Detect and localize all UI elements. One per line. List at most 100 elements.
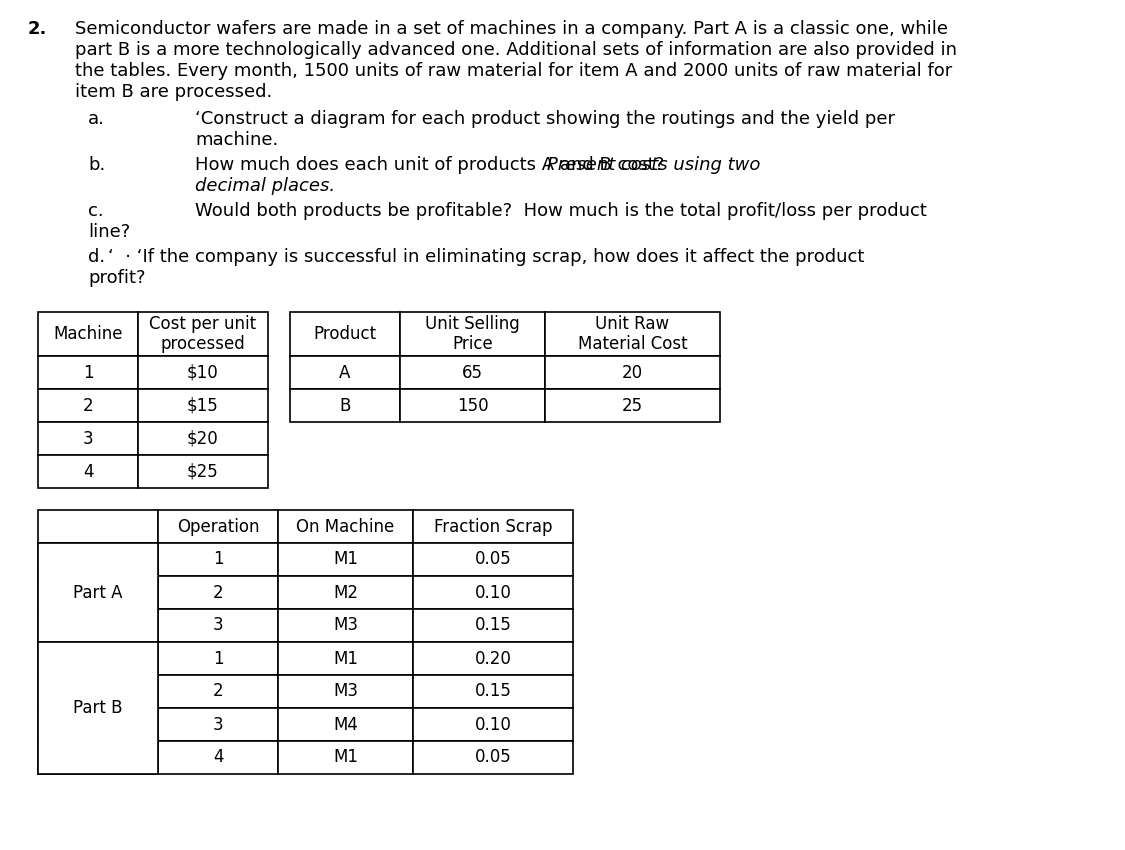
Bar	[400, 356, 544, 389]
Text: On Machine: On Machine	[296, 518, 395, 536]
Text: B: B	[340, 396, 351, 415]
Bar	[158, 576, 278, 609]
Text: c.: c.	[88, 202, 104, 220]
Bar	[413, 609, 573, 642]
Text: 20: 20	[622, 364, 643, 382]
Text: 3: 3	[83, 429, 93, 447]
Bar	[413, 708, 573, 741]
Text: $25: $25	[187, 462, 219, 480]
Text: M4: M4	[333, 716, 358, 734]
Bar	[158, 708, 278, 741]
Text: 3: 3	[213, 716, 223, 734]
Bar	[38, 356, 138, 389]
Text: 0.15: 0.15	[475, 616, 512, 634]
Text: 2: 2	[213, 583, 223, 602]
Text: M1: M1	[333, 551, 358, 569]
Bar	[38, 675, 158, 708]
Text: Fraction Scrap: Fraction Scrap	[434, 518, 552, 536]
Bar	[158, 510, 278, 543]
Text: 4: 4	[83, 462, 93, 480]
Bar	[38, 455, 138, 488]
Bar	[38, 708, 158, 741]
Text: 1: 1	[213, 551, 223, 569]
Bar	[38, 642, 158, 675]
Text: profit?: profit?	[88, 269, 145, 287]
Text: part B is a more technologically advanced one. Additional sets of information ar: part B is a more technologically advance…	[75, 41, 957, 59]
Text: $20: $20	[187, 429, 219, 447]
Text: line?: line?	[88, 223, 130, 241]
Bar	[278, 543, 413, 576]
Text: M3: M3	[333, 683, 358, 700]
Bar	[38, 576, 158, 609]
Bar	[38, 422, 138, 455]
Bar	[278, 708, 413, 741]
Text: 2: 2	[83, 396, 93, 415]
Bar	[138, 422, 268, 455]
Bar	[38, 312, 138, 356]
Text: b.: b.	[88, 156, 106, 174]
Bar	[290, 389, 400, 422]
Bar	[138, 356, 268, 389]
Text: M1: M1	[333, 649, 358, 667]
Bar	[138, 389, 268, 422]
Text: M2: M2	[333, 583, 358, 602]
Text: How much does each unit of products A and B cost?: How much does each unit of products A an…	[195, 156, 670, 174]
Text: 65: 65	[462, 364, 483, 382]
Text: 0.10: 0.10	[475, 716, 512, 734]
Text: A: A	[340, 364, 351, 382]
Bar	[413, 510, 573, 543]
Bar	[278, 576, 413, 609]
Text: 0.20: 0.20	[475, 649, 512, 667]
Bar	[38, 543, 158, 576]
Text: Present costs using two: Present costs using two	[547, 156, 760, 174]
Text: Machine: Machine	[53, 325, 123, 343]
Text: Part B: Part B	[73, 699, 123, 717]
Text: 0.05: 0.05	[475, 749, 512, 767]
Bar	[290, 356, 400, 389]
Text: Cost per unit
processed: Cost per unit processed	[150, 314, 256, 354]
Text: M1: M1	[333, 749, 358, 767]
Bar	[138, 455, 268, 488]
Text: Operation: Operation	[177, 518, 259, 536]
Text: 1: 1	[83, 364, 93, 382]
Text: 1: 1	[213, 649, 223, 667]
Text: 0.10: 0.10	[475, 583, 512, 602]
Bar	[400, 312, 544, 356]
Bar	[413, 576, 573, 609]
Text: $15: $15	[187, 396, 219, 415]
Bar	[413, 675, 573, 708]
Text: 4: 4	[213, 749, 223, 767]
Text: 25: 25	[622, 396, 643, 415]
Bar	[278, 642, 413, 675]
Text: ‘  · ‘If the company is successful in eliminating scrap, how does it affect the : ‘ · ‘If the company is successful in eli…	[108, 248, 864, 266]
Text: Unit Selling
Price: Unit Selling Price	[425, 314, 520, 354]
Bar	[38, 741, 158, 774]
Text: item B are processed.: item B are processed.	[75, 83, 272, 101]
Bar	[278, 741, 413, 774]
Text: Would both products be profitable?  How much is the total profit/loss per produc: Would both products be profitable? How m…	[195, 202, 927, 220]
Text: machine.: machine.	[195, 131, 278, 149]
Bar	[413, 543, 573, 576]
Text: ‘Construct a diagram for each product showing the routings and the yield per: ‘Construct a diagram for each product sh…	[195, 110, 896, 128]
Bar	[158, 741, 278, 774]
Text: the tables. Every month, 1500 units of raw material for item A and 2000 units of: the tables. Every month, 1500 units of r…	[75, 62, 952, 80]
Text: Product: Product	[314, 325, 377, 343]
Bar	[158, 642, 278, 675]
Bar	[544, 312, 720, 356]
Bar	[544, 389, 720, 422]
Text: decimal places.: decimal places.	[195, 177, 335, 195]
Bar	[158, 543, 278, 576]
Text: d.: d.	[88, 248, 105, 266]
Bar	[138, 312, 268, 356]
Bar	[38, 543, 158, 642]
Text: $10: $10	[187, 364, 219, 382]
Bar	[400, 389, 544, 422]
Bar	[413, 642, 573, 675]
Text: 2.: 2.	[28, 20, 47, 38]
Text: 3: 3	[213, 616, 223, 634]
Bar	[278, 609, 413, 642]
Bar	[290, 312, 400, 356]
Bar	[278, 675, 413, 708]
Text: Unit Raw
Material Cost: Unit Raw Material Cost	[578, 314, 687, 354]
Bar	[38, 642, 158, 774]
